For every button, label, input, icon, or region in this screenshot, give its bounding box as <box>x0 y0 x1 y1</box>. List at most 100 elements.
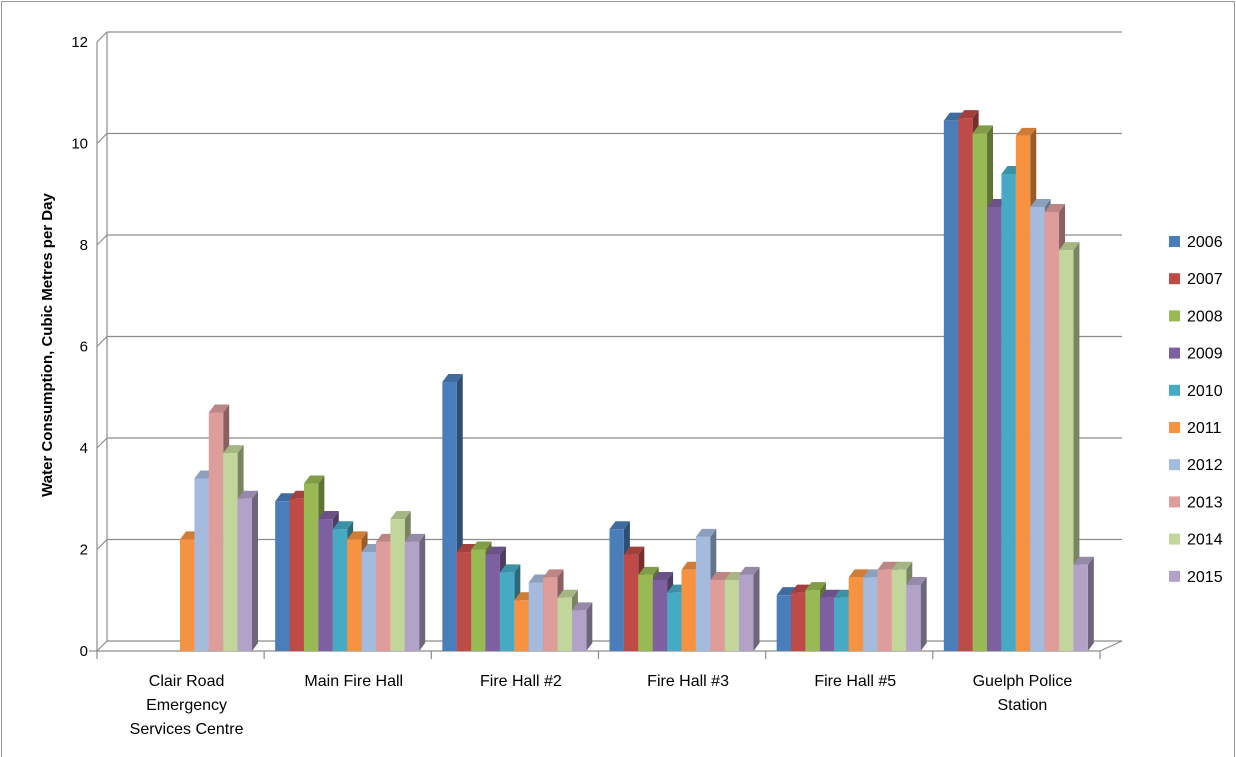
bar-top <box>891 561 913 570</box>
legend-label: 2010 <box>1187 383 1223 400</box>
bar-front <box>275 501 290 651</box>
bar <box>1059 242 1080 651</box>
bar-top <box>303 475 325 484</box>
bar-front <box>695 536 711 651</box>
bar-side <box>920 577 927 651</box>
legend-label: 2007 <box>1187 271 1223 288</box>
bar-front <box>404 541 420 651</box>
bar-front <box>571 610 587 651</box>
bar-front <box>289 498 304 651</box>
bar-front <box>375 541 391 651</box>
bar-top <box>638 566 659 575</box>
legend-label: 2015 <box>1187 569 1223 586</box>
bar-front <box>724 579 740 651</box>
x-category-label-line: Station <box>998 697 1048 714</box>
bar-front <box>208 412 224 651</box>
bar-top <box>237 490 258 499</box>
bar-front <box>528 582 544 651</box>
bar-front <box>623 554 639 651</box>
bar-top <box>609 521 630 530</box>
bar-top <box>543 569 564 578</box>
legend-item: 2013 <box>1169 494 1223 511</box>
bar-side <box>419 533 426 651</box>
bar-front <box>906 585 921 651</box>
gridline-depth <box>96 336 108 347</box>
y-tick-label: 2 <box>80 542 88 559</box>
bar-front <box>318 519 333 651</box>
y-tick-label: 6 <box>80 339 88 356</box>
bar-top <box>877 561 898 570</box>
y-axis-title: Water Consumption, Cubic Metres per Day <box>39 193 56 497</box>
bar-front <box>442 382 457 651</box>
bar-front <box>805 590 820 651</box>
legend-item: 2010 <box>1169 383 1223 400</box>
legend-item: 2008 <box>1169 308 1223 325</box>
legend-swatch <box>1169 310 1180 322</box>
legend-label: 2013 <box>1187 494 1223 511</box>
legend-label: 2009 <box>1187 346 1223 363</box>
bar-front <box>390 519 405 651</box>
bar-top <box>557 589 578 598</box>
bar-top <box>819 589 841 598</box>
x-category-labels: Clair Road Emergency Services Centre Main F… <box>130 673 1073 738</box>
bar-top <box>1059 242 1080 251</box>
bar-side <box>586 602 593 651</box>
bar-front <box>237 498 252 651</box>
bar-front <box>303 483 319 651</box>
x-category-label-line: Fire Hall #2 <box>480 673 562 690</box>
gridline-depth <box>96 31 108 43</box>
bar-top <box>571 602 593 611</box>
y-tick-label: 10 <box>71 136 88 153</box>
legend-swatch <box>1169 570 1180 582</box>
bar-front <box>1015 135 1031 651</box>
bar-top <box>318 511 339 520</box>
x-category-label: Fire Hall #3 <box>647 673 729 690</box>
bar-top <box>623 546 645 555</box>
bar-side <box>753 566 760 651</box>
bar-front <box>739 574 754 651</box>
gridline-depth <box>96 133 108 144</box>
bar-top <box>1030 198 1051 207</box>
bar-top <box>347 531 368 540</box>
bar-top <box>499 564 521 573</box>
y-tick-label: 12 <box>71 34 88 51</box>
bar-front <box>543 577 558 651</box>
bar-front <box>891 569 907 651</box>
legend-label: 2006 <box>1187 234 1223 251</box>
legend: 2006 2007 2008 2009 2010 2011 2012 2013 2014 2015 <box>1169 234 1223 586</box>
gridline-depth <box>96 437 108 449</box>
bar-top <box>471 541 492 550</box>
legend-item: 2012 <box>1169 457 1223 474</box>
x-category-label-line: Main Fire Hall <box>304 673 403 690</box>
bar-front <box>609 529 624 651</box>
bar-front <box>972 133 988 652</box>
bar-front <box>877 569 892 651</box>
axes <box>89 32 1123 659</box>
bar <box>1073 556 1094 651</box>
x-category-label: Fire Hall #2 <box>480 673 562 690</box>
bar-front <box>681 569 696 651</box>
y-tick-label: 0 <box>80 643 88 660</box>
bar-front <box>514 600 529 651</box>
y-tick-label: 8 <box>80 237 88 254</box>
bar-top <box>223 445 244 454</box>
bar <box>571 602 593 651</box>
bar-top <box>652 571 674 580</box>
gridline-depth <box>96 234 108 246</box>
legend-swatch <box>1169 496 1180 508</box>
bar-front <box>1073 564 1088 651</box>
bar-top <box>906 577 927 586</box>
y-tick-labels: 0 2 4 6 8 10 12 <box>71 34 88 660</box>
x-category-label-line: Emergency <box>146 697 227 714</box>
x-category-label-line: Fire Hall #3 <box>647 673 729 690</box>
x-category-label-line: Guelph Police <box>973 673 1073 690</box>
bar-front <box>332 529 348 651</box>
bar <box>739 566 760 651</box>
x-category-label: Main Fire Hall <box>304 673 403 690</box>
legend-item: 2007 <box>1169 271 1223 288</box>
bar-front <box>791 592 806 651</box>
legend-label: 2014 <box>1187 532 1223 549</box>
legend-item: 2015 <box>1169 569 1223 586</box>
bar-top <box>390 511 411 520</box>
bar-top <box>1073 556 1094 565</box>
